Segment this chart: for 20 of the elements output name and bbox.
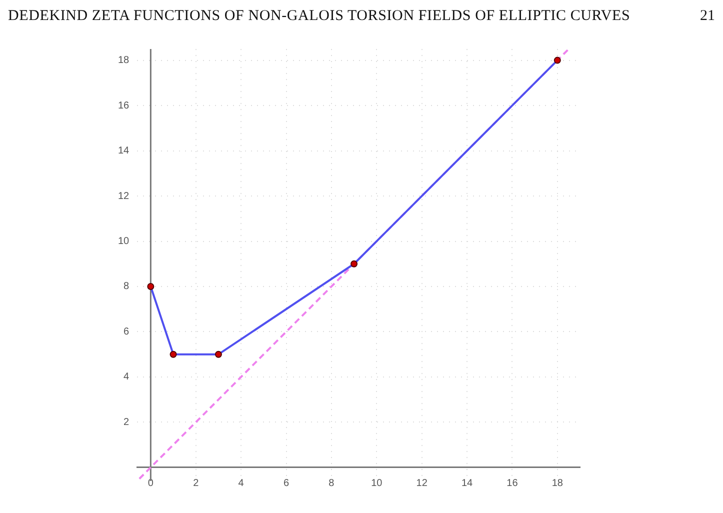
x-tick-label: 8 [328,478,335,490]
y-tick-label: 8 [124,281,130,292]
text: 21 [700,8,715,25]
y-tick-label: 14 [118,146,130,157]
x-tick-label: 10 [371,478,383,490]
x-tick-label: 6 [283,478,290,490]
chart-title: DEDEKIND ZETA FUNCTIONS OF NON-GALOIS TORSION FIELDS OF ELLIPTIC CURVES [8,8,630,25]
x-tick-label: 12 [416,478,428,490]
y-tick-label: 18 [118,55,130,66]
x-tick-label: 16 [506,478,518,490]
y-tick-label: 12 [118,190,130,202]
x-tick-label: 14 [461,478,474,490]
y-tick-label: 4 [124,372,130,383]
x-tick-label: 18 [552,478,564,490]
y-tick-label: 2 [124,416,130,428]
x-tick-label: 4 [238,478,244,490]
x-tick-label: 2 [193,478,200,490]
y-tick-label: 10 [118,236,130,247]
y-tick-label: 6 [124,326,130,338]
y-tick-label: 16 [118,100,130,112]
